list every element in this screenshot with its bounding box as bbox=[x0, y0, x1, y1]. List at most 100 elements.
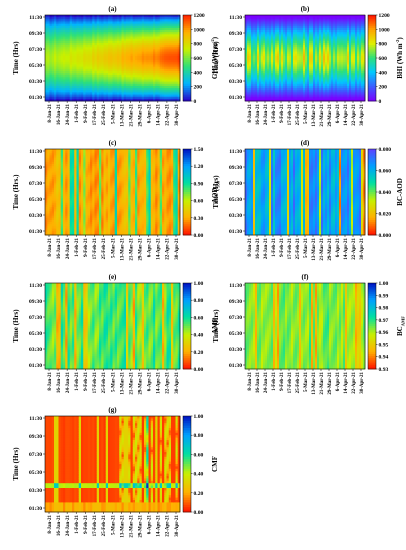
heatmap-cell bbox=[159, 68, 163, 72]
heatmap-cell bbox=[96, 75, 100, 78]
heatmap-cell bbox=[157, 51, 161, 55]
heatmap-cell bbox=[117, 83, 120, 87]
heatmap-cell bbox=[159, 15, 163, 18]
heatmap-cell bbox=[166, 49, 170, 52]
heatmap-cell bbox=[108, 88, 111, 91]
heatmap-cell bbox=[146, 66, 149, 70]
heatmap-cell bbox=[148, 36, 152, 40]
heatmap-cell bbox=[164, 92, 167, 95]
heatmap-cell bbox=[137, 38, 140, 42]
heatmap-cell bbox=[94, 85, 98, 89]
heatmap-cell bbox=[135, 66, 138, 70]
heatmap-cell bbox=[58, 60, 62, 63]
heatmap-cell bbox=[141, 79, 145, 83]
heatmap-cell bbox=[69, 15, 73, 18]
heatmap-cell bbox=[123, 53, 127, 57]
heatmap-cell bbox=[54, 92, 57, 95]
heatmap-cell bbox=[168, 21, 172, 24]
y-tick-label: 01:30 bbox=[229, 95, 242, 101]
heatmap-cell bbox=[78, 36, 82, 40]
heatmap-cell bbox=[54, 70, 57, 74]
heatmap-cell bbox=[128, 51, 131, 55]
heatmap-cell bbox=[49, 17, 53, 20]
heatmap-cell bbox=[126, 60, 129, 63]
heatmap-cell bbox=[168, 15, 172, 18]
y-tick-label: 07:30 bbox=[229, 47, 242, 53]
heatmap-cell bbox=[85, 15, 89, 18]
heatmap-cell bbox=[166, 75, 170, 78]
heatmap-cell bbox=[159, 85, 163, 89]
heatmap-cell bbox=[65, 19, 68, 22]
heatmap-cell bbox=[87, 15, 91, 18]
heatmap-cell bbox=[159, 36, 163, 40]
heatmap-cell bbox=[85, 96, 89, 100]
heatmap-cell bbox=[114, 27, 118, 31]
heatmap-cell bbox=[63, 79, 66, 83]
heatmap-cell bbox=[81, 60, 84, 63]
heatmap-cell bbox=[139, 60, 143, 63]
heatmap-cell bbox=[139, 15, 143, 18]
heatmap-cell bbox=[103, 90, 107, 93]
heatmap-cell bbox=[76, 77, 80, 80]
heatmap-cell bbox=[153, 36, 156, 40]
heatmap-cell bbox=[101, 51, 104, 55]
heatmap-cell bbox=[153, 51, 156, 55]
heatmap-cell bbox=[135, 55, 138, 59]
heatmap-cell bbox=[54, 98, 57, 102]
heatmap-cell bbox=[135, 36, 138, 40]
heatmap-cell bbox=[155, 92, 158, 95]
heatmap-cell bbox=[92, 53, 95, 57]
heatmap-cell bbox=[58, 30, 62, 33]
heatmap-cell bbox=[135, 92, 138, 95]
heatmap-cell bbox=[67, 79, 71, 83]
heatmap-cell bbox=[128, 96, 131, 100]
heatmap-cell bbox=[110, 30, 113, 33]
heatmap-cell bbox=[101, 49, 104, 52]
heatmap-cell bbox=[150, 51, 154, 55]
heatmap-cell bbox=[60, 96, 64, 100]
heatmap-cell bbox=[164, 81, 167, 85]
heatmap-cell bbox=[103, 38, 107, 42]
heatmap-cell bbox=[94, 64, 98, 67]
heatmap-cell bbox=[96, 62, 100, 65]
heatmap-cell bbox=[56, 83, 59, 87]
colorbar-tick-label: 800 bbox=[194, 42, 203, 48]
heatmap-cell bbox=[144, 90, 147, 93]
heatmap-cell bbox=[101, 85, 104, 89]
heatmap-cell bbox=[103, 47, 107, 50]
heatmap-cell bbox=[148, 34, 152, 37]
heatmap-cell bbox=[94, 75, 98, 78]
heatmap-cell bbox=[117, 23, 120, 27]
heatmap-cell bbox=[105, 53, 109, 57]
heatmap-cell bbox=[153, 73, 156, 76]
heatmap-cell bbox=[65, 70, 68, 74]
heatmap-cell bbox=[150, 88, 154, 91]
heatmap-cell bbox=[114, 83, 118, 87]
heatmap-cell bbox=[128, 77, 131, 80]
heatmap-cell bbox=[90, 75, 93, 78]
heatmap-cell bbox=[112, 47, 116, 50]
heatmap-cell bbox=[72, 55, 75, 59]
heatmap-cell bbox=[96, 73, 100, 76]
heatmap-cell bbox=[105, 77, 109, 80]
heatmap-cell bbox=[45, 75, 48, 78]
heatmap-cell bbox=[81, 77, 84, 80]
heatmap-cell bbox=[94, 25, 98, 29]
heatmap-cell bbox=[123, 66, 127, 70]
heatmap-cell bbox=[105, 47, 109, 50]
heatmap-cell bbox=[47, 90, 50, 93]
heatmap-cell bbox=[45, 47, 48, 50]
heatmap-cell bbox=[51, 23, 55, 27]
heatmap-cell bbox=[146, 15, 149, 18]
heatmap-cell bbox=[83, 15, 86, 18]
heatmap-cell bbox=[128, 62, 131, 65]
heatmap-cell bbox=[112, 90, 116, 93]
y-tick-label: 09:30 bbox=[229, 31, 242, 37]
heatmap-cell bbox=[119, 34, 122, 37]
heatmap-cell bbox=[60, 27, 64, 31]
heatmap-cell bbox=[92, 96, 95, 100]
heatmap-cell bbox=[121, 42, 125, 46]
heatmap-cell bbox=[63, 88, 66, 91]
heatmap-cell bbox=[164, 38, 167, 42]
heatmap-cell bbox=[108, 38, 111, 42]
